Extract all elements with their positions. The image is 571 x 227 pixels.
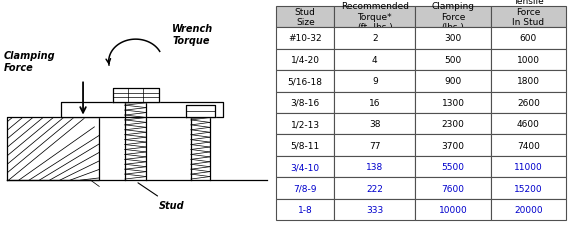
Polygon shape <box>62 102 223 118</box>
Polygon shape <box>186 106 215 118</box>
Text: Clamping
Force: Clamping Force <box>3 51 55 73</box>
Text: Wrench
Torque: Wrench Torque <box>172 24 214 46</box>
Text: Stud: Stud <box>138 183 184 210</box>
Polygon shape <box>112 89 159 102</box>
